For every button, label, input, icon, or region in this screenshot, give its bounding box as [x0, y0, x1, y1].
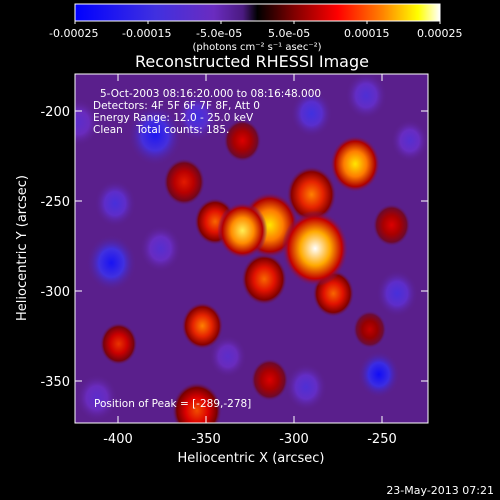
colorbar-tick-label: 5.0e-05: [268, 27, 310, 40]
negative-blob: [139, 224, 182, 273]
y-tick-label: -300: [40, 285, 70, 300]
emission-blob: [281, 210, 349, 287]
x-tick-label: -300: [279, 432, 309, 447]
y-tick-label: -200: [40, 105, 70, 120]
negative-blob: [75, 374, 118, 422]
emission-blob: [250, 358, 289, 402]
annotation-detectors: Detectors: 4F 5F 6F 7F 8F, Att 0: [93, 100, 260, 112]
colorbar-tick-label: -0.00025: [49, 27, 98, 40]
emission-blob: [223, 119, 262, 162]
emission-blob: [372, 203, 411, 247]
x-tick-label: -400: [103, 432, 133, 447]
image-data: [75, 74, 428, 423]
colorbar-tick-label: -5.0e-05: [196, 27, 242, 40]
negative-blob: [94, 179, 136, 228]
y-axis-ticks: [75, 110, 428, 382]
emission-blob: [171, 382, 223, 423]
emission-blob: [163, 158, 206, 206]
colorbar-tick-label: 0.00025: [417, 27, 463, 40]
x-tick-label: -250: [367, 432, 397, 447]
negative-blob: [376, 269, 418, 318]
x-axis-ticks: [117, 74, 383, 423]
plot-title: Reconstructed RHESSI Image: [135, 52, 369, 71]
emission-blob: [286, 166, 337, 223]
negative-blob: [209, 335, 247, 378]
emission-blob: [181, 302, 224, 350]
annotation-block: 5-Oct-2003 08:16:20.000 to 08:16:48.000 …: [93, 88, 321, 136]
x-tick-label: -350: [191, 432, 221, 447]
negative-blob: [390, 119, 428, 162]
plot-frame: [74, 73, 429, 424]
annotation-clean-counts: Clean Total counts: 185.: [93, 124, 229, 136]
colorbar-tick-label: 0.00015: [344, 27, 390, 40]
y-axis-label: Heliocentric Y (arcsec): [15, 175, 30, 321]
footer-timestamp: 23-May-2013 07:21: [386, 484, 494, 497]
emission-blob: [217, 202, 268, 259]
peak-position-label: Position of Peak = [-289,-278]: [94, 398, 251, 410]
emission-blob: [330, 135, 381, 193]
annotation-energy-range: Energy Range: 12.0 - 25.0 keV: [93, 112, 254, 124]
negative-blob: [285, 363, 328, 411]
negative-blob: [175, 93, 218, 141]
colorbar-tick-label: -0.00015: [122, 27, 171, 40]
negative-blob: [345, 74, 388, 120]
negative-blob: [127, 104, 183, 166]
emission-blob: [99, 322, 138, 366]
emission-blob: [353, 310, 387, 349]
emission-blob: [241, 253, 288, 306]
y-tick-label: -350: [40, 375, 70, 390]
colorbar-ticks: [74, 21, 441, 24]
y-tick-label: -250: [40, 195, 70, 210]
negative-blob: [357, 350, 400, 399]
negative-blob: [86, 234, 137, 292]
colorbar: [74, 3, 441, 22]
negative-blob: [290, 89, 333, 138]
annotation-time-range: 5-Oct-2003 08:16:20.000 to 08:16:48.000: [100, 88, 321, 100]
colorbar-unit-label: (photons cm⁻² s⁻¹ asec⁻²): [192, 42, 321, 53]
x-axis-label: Heliocentric X (arcsec): [178, 451, 325, 466]
